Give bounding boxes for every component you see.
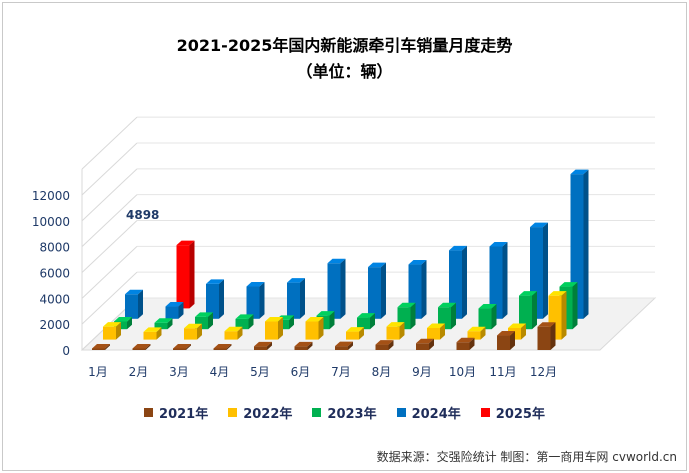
chart-legend: 2021年 2022年 2023年 2024年 2025年 (0, 403, 689, 422)
bar-2024-9 (449, 245, 467, 319)
bar-2021-6 (294, 341, 313, 350)
gridline-side-2 (81, 245, 138, 299)
y-tick-label-0: 0 (62, 344, 70, 358)
legend-swatch-2025 (480, 408, 490, 417)
y-tick-label-1: 2000 (39, 318, 70, 332)
bar-2023-11 (519, 291, 537, 330)
legend-label-2025: 2025年 (495, 407, 545, 422)
legend-item-2025: 2025年 (480, 403, 545, 422)
y-tick-label-5: 10000 (32, 215, 70, 229)
bar-2022-9 (427, 323, 445, 340)
bar-2021-1 (92, 344, 110, 350)
legend-swatch-2024 (396, 408, 406, 417)
bar-2022-10 (467, 326, 486, 340)
bar-2023-9 (438, 302, 456, 330)
source-note: 数据来源：交强险统计 制图：第一商用车网 cvworld.cn (376, 450, 677, 464)
bar-2021-4 (213, 343, 232, 350)
gridline-side-1 (81, 271, 138, 325)
legend-item-2022: 2022年 (228, 403, 292, 422)
legend-swatch-2022 (228, 408, 238, 417)
bar-2021-5 (254, 341, 272, 350)
x-tick-label-7: 7月 (331, 365, 351, 379)
bar-2025-2 (176, 240, 195, 309)
bar-2022-8 (386, 322, 405, 340)
bar-2023-7 (357, 313, 375, 330)
x-tick-label-4: 4月 (210, 365, 230, 379)
y-tick-label-4: 8000 (39, 241, 70, 255)
gridline-side-4 (81, 194, 138, 248)
bar-2021-9 (416, 338, 434, 350)
legend-label-2023: 2023年 (327, 407, 377, 422)
gridline-side-3 (81, 220, 138, 273)
gridline-side-top (81, 116, 138, 170)
bar-2023-10 (478, 304, 497, 330)
x-tick-label-5: 5月 (250, 365, 270, 379)
legend-label-2021: 2021年 (159, 407, 209, 422)
legend-label-2022: 2022年 (243, 407, 293, 422)
bar-2024-6 (327, 258, 346, 319)
chart-title: 2021-2025年国内新能源牵引车销量月度走势 (176, 36, 513, 55)
bar-2021-12 (537, 322, 556, 350)
gridline-side-5 (81, 168, 138, 222)
bar-2023-3 (195, 312, 213, 330)
bar-2024-4 (246, 282, 265, 319)
x-tick-label-2: 2月 (129, 365, 149, 379)
bar-2024-2 (165, 302, 184, 319)
y-tick-label-6: 12000 (32, 189, 70, 203)
bar-2021-3 (173, 344, 191, 350)
y-tick-label-3: 6000 (39, 267, 70, 281)
bar-2023-4 (235, 314, 254, 330)
bar-2021-8 (375, 340, 394, 350)
data-label-2025-feb: 4898 (126, 208, 160, 222)
bar-2022-6 (305, 317, 324, 340)
bar-2021-2 (132, 344, 151, 350)
bar-2024-10 (489, 241, 508, 319)
bar-2024-11 (530, 222, 548, 319)
bar-2021-11 (497, 331, 515, 350)
bar-2022-1 (103, 322, 121, 340)
bar-2024-1 (125, 289, 143, 319)
bar-2021-7 (335, 341, 353, 350)
bar-2022-2 (143, 327, 162, 340)
bar-2022-5 (265, 317, 283, 340)
x-tick-label-10: 10月 (449, 365, 476, 379)
bar-2021-10 (456, 337, 475, 350)
x-tick-label-12: 12月 (530, 365, 557, 379)
bar-2023-2 (154, 318, 173, 330)
chart-subtitle: （单位：辆） (296, 62, 393, 81)
bar-2022-7 (346, 327, 364, 340)
legend-swatch-2023 (312, 408, 322, 417)
legend-label-2024: 2024年 (411, 407, 461, 422)
legend-item-2023: 2023年 (312, 403, 377, 422)
legend-item-2021: 2021年 (144, 403, 208, 422)
gridline-side-6 (81, 142, 138, 196)
y-tick-label-2: 4000 (39, 292, 70, 306)
x-tick-label-11: 11月 (489, 365, 516, 379)
legend-item-2024: 2024年 (396, 403, 461, 422)
x-tick-label-8: 8月 (372, 365, 392, 379)
bar-2024-7 (368, 262, 386, 319)
x-tick-label-9: 9月 (412, 365, 432, 379)
bar-2022-4 (224, 326, 243, 340)
bar-2022-3 (184, 323, 202, 340)
legend-swatch-2021 (144, 408, 154, 417)
bar-2024-5 (287, 278, 305, 319)
x-tick-label-3: 3月 (169, 365, 189, 379)
bar-2024-3 (206, 279, 224, 319)
x-tick-label-6: 6月 (291, 365, 311, 379)
x-tick-label-1: 1月 (88, 365, 108, 379)
